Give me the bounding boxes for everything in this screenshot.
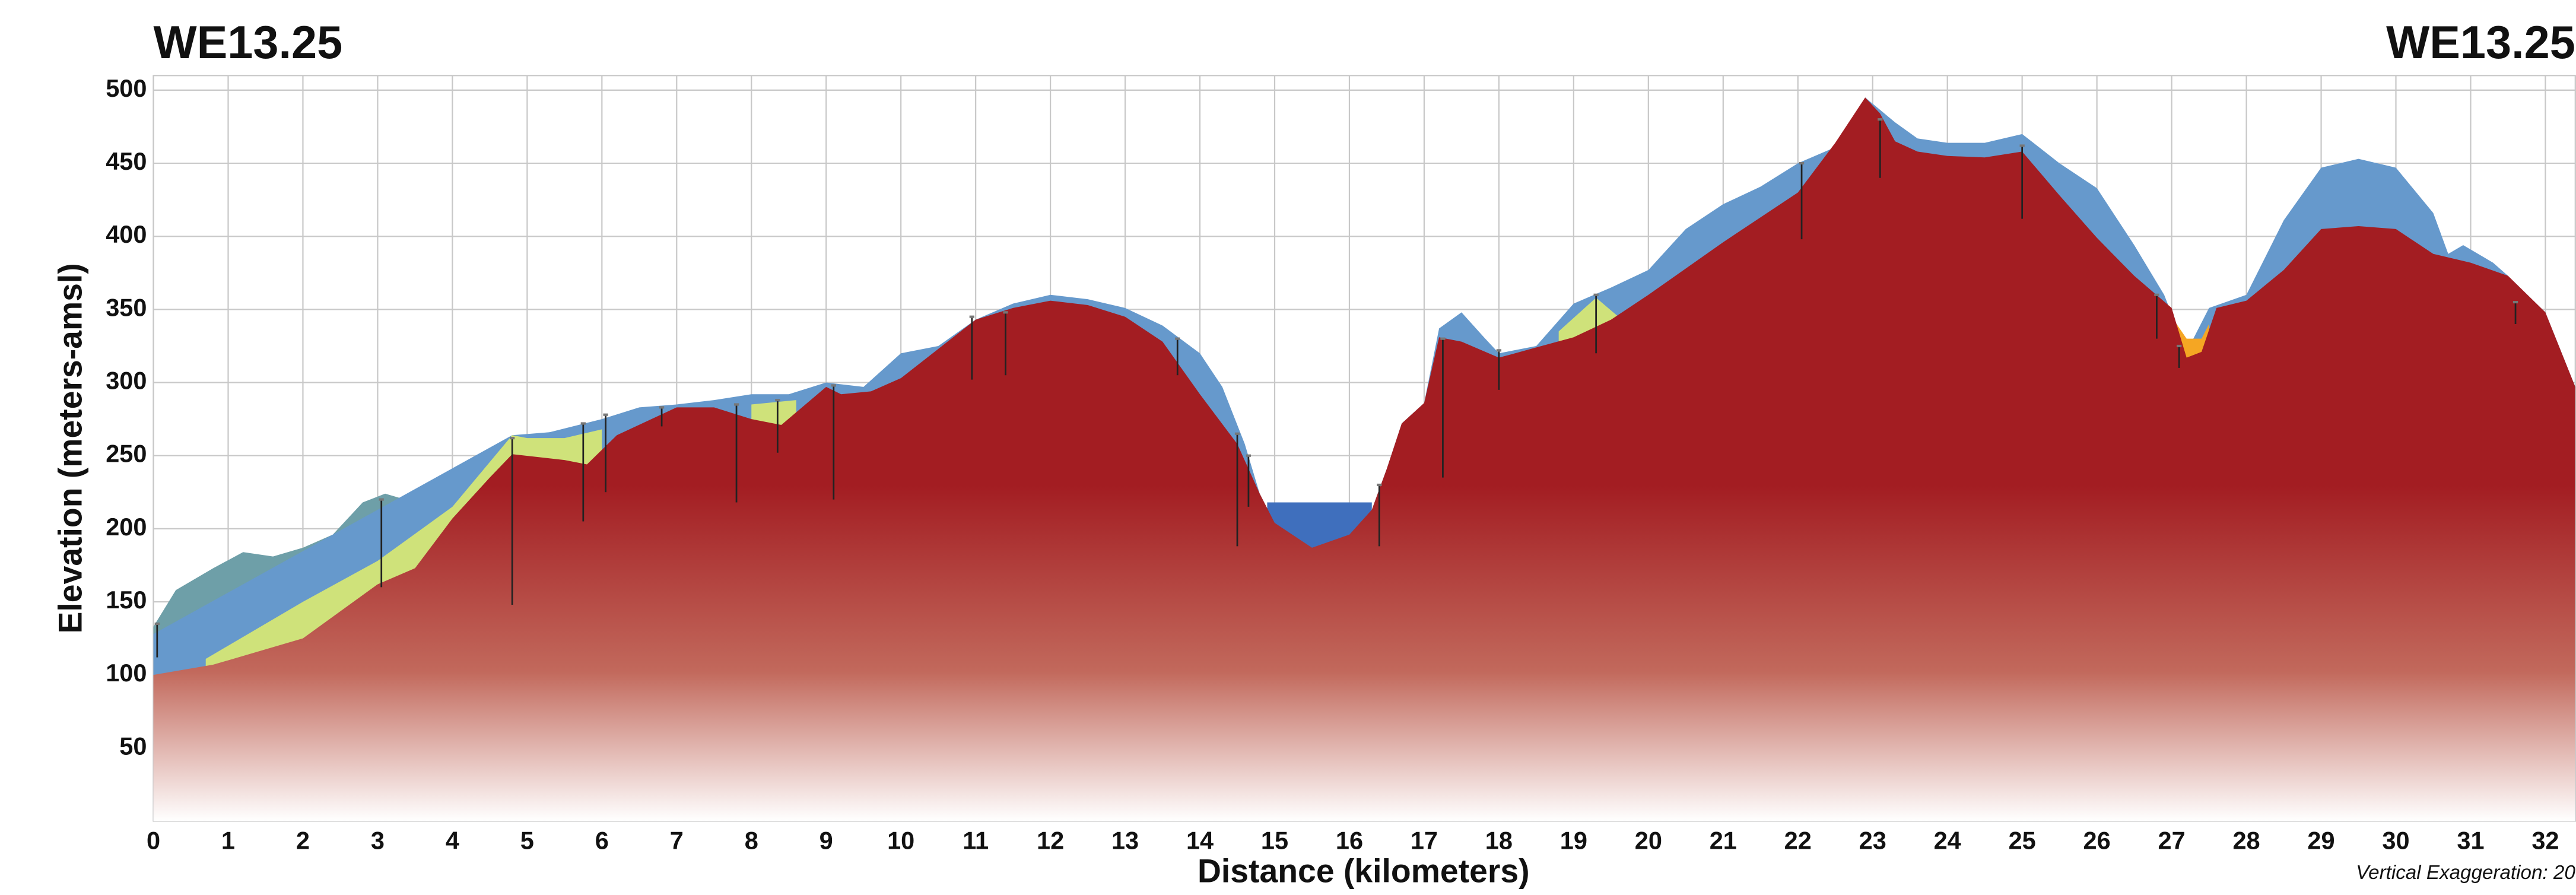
x-tick-label: 0 bbox=[147, 826, 160, 854]
x-tick-label: 27 bbox=[2158, 826, 2186, 854]
y-tick-label: 150 bbox=[106, 586, 147, 614]
y-tick-label: 250 bbox=[106, 440, 147, 468]
layer-area bbox=[153, 97, 2575, 821]
x-axis-title: Distance (kilometers) bbox=[1198, 853, 1530, 890]
x-tick-label: 11 bbox=[963, 826, 989, 854]
x-tick-label: 5 bbox=[520, 826, 534, 854]
x-tick-label: 3 bbox=[371, 826, 385, 854]
x-tick-label: 10 bbox=[887, 826, 914, 854]
x-tick-label: 4 bbox=[446, 826, 459, 854]
x-tick-label: 21 bbox=[1710, 826, 1737, 854]
y-axis-title: Elevation (meters-amsl) bbox=[52, 263, 89, 633]
y-tick-label: 100 bbox=[106, 659, 147, 687]
x-tick-label: 29 bbox=[2307, 826, 2334, 854]
ticks: 0 1 2 3 4 5 6 7 8 9 10 11 12 13 14 15 16 17 18 19 20 21 22 23 24… bbox=[106, 74, 2559, 855]
x-tick-label: 1 bbox=[221, 826, 235, 854]
x-tick-label: 14 bbox=[1186, 826, 1214, 854]
x-tick-label: 2 bbox=[296, 826, 310, 854]
x-tick-label: 22 bbox=[1784, 826, 1812, 854]
x-tick-label: 12 bbox=[1037, 826, 1064, 854]
x-tick-label: 15 bbox=[1261, 826, 1288, 854]
boreholes bbox=[154, 118, 2518, 658]
x-tick-label: 13 bbox=[1111, 826, 1139, 854]
x-tick-label: 16 bbox=[1336, 826, 1363, 854]
title-right: WE13.25 bbox=[2386, 17, 2575, 68]
x-tick-label: 28 bbox=[2232, 826, 2260, 854]
x-tick-label: 17 bbox=[1411, 826, 1438, 854]
title-left: WE13.25 bbox=[154, 17, 343, 68]
x-tick-label: 20 bbox=[1635, 826, 1662, 854]
y-tick-label: 500 bbox=[106, 74, 147, 102]
y-tick-label: 450 bbox=[106, 147, 147, 175]
x-tick-label: 19 bbox=[1560, 826, 1587, 854]
y-tick-label: 350 bbox=[106, 293, 147, 321]
x-tick-label: 26 bbox=[2083, 826, 2111, 854]
x-tick-label: 23 bbox=[1859, 826, 1886, 854]
x-tick-label: 18 bbox=[1485, 826, 1513, 854]
x-tick-label: 25 bbox=[2009, 826, 2036, 854]
x-tick-label: 24 bbox=[1934, 826, 1961, 854]
layers bbox=[153, 97, 2575, 821]
x-tick-label: 30 bbox=[2382, 826, 2409, 854]
x-tick-label: 8 bbox=[745, 826, 758, 854]
y-tick-label: 400 bbox=[106, 220, 147, 248]
annotation: Vertical Exaggeration: 20 bbox=[2356, 862, 2575, 884]
y-tick-label: 200 bbox=[106, 513, 147, 541]
x-tick-label: 6 bbox=[595, 826, 609, 854]
x-tick-label: 9 bbox=[820, 826, 833, 854]
x-tick-label: 32 bbox=[2531, 826, 2559, 854]
x-tick-label: 7 bbox=[670, 826, 684, 854]
y-tick-label: 50 bbox=[119, 732, 147, 760]
x-tick-label: 31 bbox=[2457, 826, 2484, 854]
y-tick-label: 300 bbox=[106, 367, 147, 395]
